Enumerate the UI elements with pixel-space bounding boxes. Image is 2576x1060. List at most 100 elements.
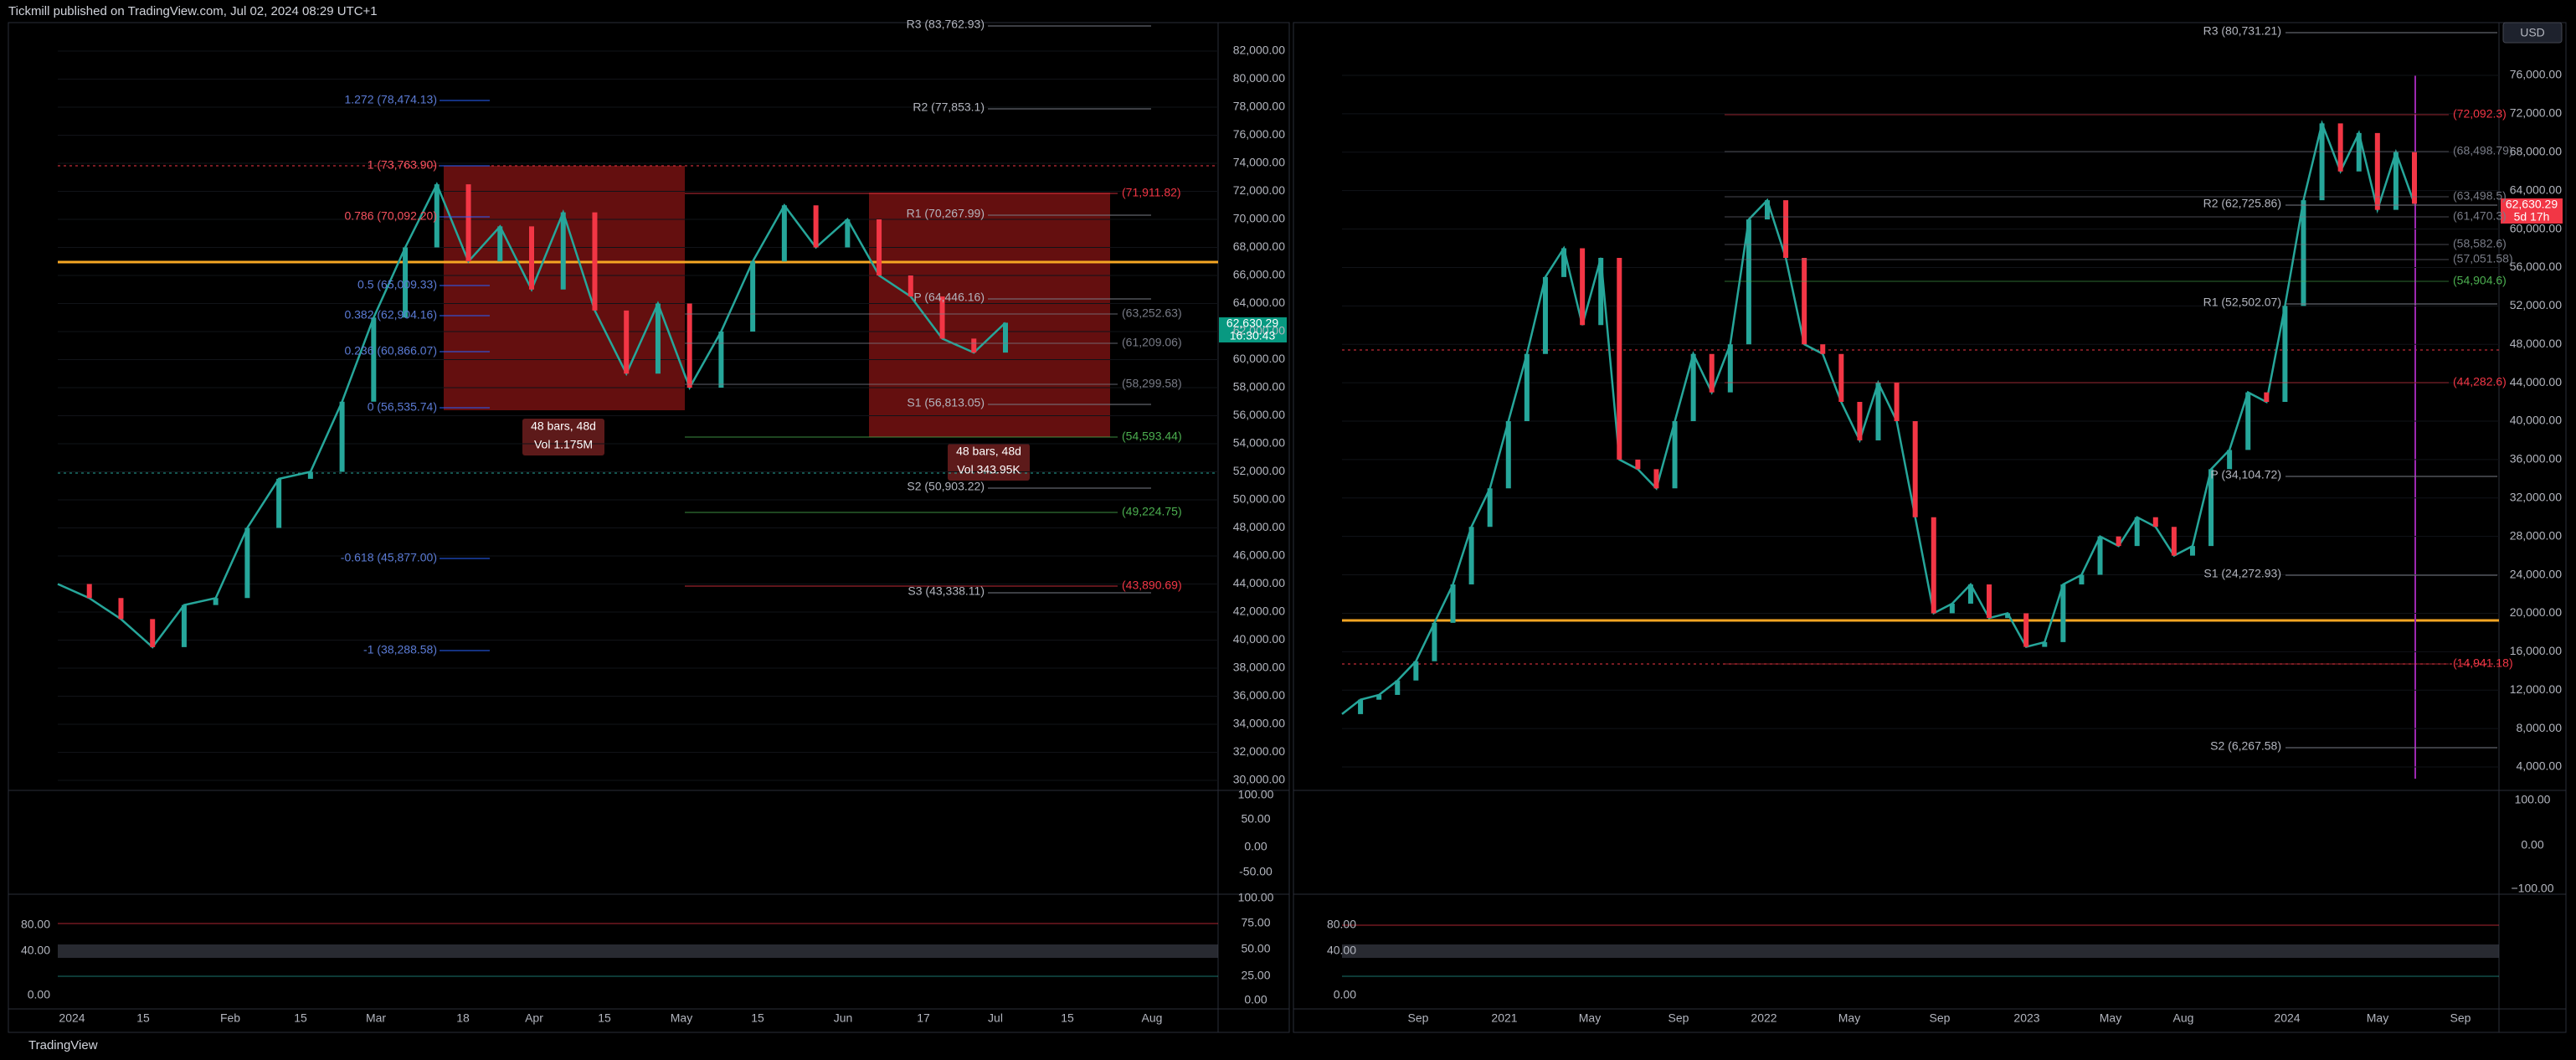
osc-axis-label: −100.00 — [2512, 882, 2554, 895]
price-tick-label: 68,000.00 — [1233, 239, 1285, 253]
time-label: May — [1579, 1011, 1601, 1025]
time-label: 15 — [598, 1011, 611, 1025]
osc-level-label: 80.00 — [1327, 918, 1356, 931]
pivot-label: R2 (77,853.1) — [913, 100, 985, 114]
price-tick-label: 48,000.00 — [2510, 337, 2562, 350]
time-label: Sep — [1408, 1011, 1429, 1025]
price-tick-label: 50,000.00 — [1233, 492, 1285, 506]
time-label: 18 — [456, 1011, 470, 1025]
pivot-label: R3 (83,762.93) — [907, 18, 985, 31]
osc-axis-label: 0.00 — [2521, 838, 2543, 852]
price-tick-label: 60,000.00 — [1233, 352, 1285, 365]
price-tag — [2501, 198, 2563, 224]
osc-axis-label: 75.00 — [1241, 916, 1270, 929]
fib-label: 1 (73,763.90) — [368, 158, 437, 172]
side-level-label: (63,252.63) — [1122, 306, 1182, 320]
side-level-label: (43,890.69) — [1122, 579, 1182, 592]
pivot-label: S3 (43,338.11) — [908, 584, 985, 598]
price-tick-label: 40,000.00 — [2510, 414, 2562, 427]
pivot-label: R1 (70,267.99) — [907, 207, 985, 220]
price-tick-label: 66,000.00 — [1233, 268, 1285, 281]
time-label: May — [671, 1011, 692, 1025]
osc-axis-label: 50.00 — [1241, 812, 1270, 826]
price-tick-label: 58,000.00 — [1233, 380, 1285, 394]
price-tick-label: 62,000.00 — [1233, 324, 1285, 337]
side-level-label: (68,498.79) — [2453, 144, 2513, 157]
side-level-label: (61,470.3) — [2453, 209, 2507, 223]
pivot-label: R3 (80,731.21) — [2203, 24, 2281, 38]
price-tag-countdown: 16:30:43 — [1230, 329, 1276, 342]
side-level-label: (54,593.44) — [1122, 430, 1182, 443]
time-label: Jun — [834, 1011, 853, 1025]
osc-axis-label: -50.00 — [1239, 865, 1273, 878]
price-tick-label: 80,000.00 — [1233, 71, 1285, 85]
currency[interactable]: USD — [2520, 26, 2545, 39]
fib-label: 0.236 (60,866.07) — [344, 344, 437, 358]
pivot-label: S2 (6,267.58) — [2210, 739, 2281, 753]
time-label: May — [2367, 1011, 2388, 1025]
pivot-label: S1 (56,813.05) — [907, 396, 985, 409]
price-tick-label: 30,000.00 — [1233, 773, 1285, 786]
side-level-label: (72,092.3) — [2453, 107, 2507, 121]
fib-label: 0.382 (62,904.16) — [344, 308, 437, 322]
price-tick-label: 72,000.00 — [1233, 183, 1285, 197]
fib-label: 0.5 (65,009.33) — [357, 278, 437, 291]
time-label: Sep — [2450, 1011, 2471, 1025]
side-level-label: (71,911.82) — [1122, 186, 1181, 199]
side-level-label: (57,051.58) — [2453, 252, 2513, 265]
measure-volume: Vol 343.95K — [957, 463, 1021, 476]
osc-axis-label: 0.00 — [1244, 993, 1267, 1006]
price-tick-label: 32,000.00 — [2510, 490, 2562, 503]
pivot-label: P (64,446.16) — [913, 291, 985, 304]
right-panel — [1293, 22, 2567, 1033]
side-level-label: (61,209.06) — [1122, 336, 1182, 349]
price-tick-label: 70,000.00 — [1233, 212, 1285, 225]
side-level-label: (49,224.75) — [1122, 505, 1182, 518]
header-title: Tickmill published on TradingView.com, J… — [8, 4, 378, 18]
price-tick-label: 54,000.00 — [1233, 436, 1285, 450]
fib-label: 0.786 (70,092.20) — [344, 209, 437, 223]
price-tick-label: 44,000.00 — [1233, 576, 1285, 589]
side-level-label: (54,904.6) — [2453, 274, 2507, 287]
osc-level-label: 40.00 — [21, 944, 50, 957]
time-label: Aug — [1142, 1011, 1163, 1025]
price-tag-value: 62,630.29 — [1226, 316, 1278, 330]
price-tick-label: 16,000.00 — [2510, 644, 2562, 657]
price-tick-label: 38,000.00 — [1233, 661, 1285, 674]
price-tick-label: 24,000.00 — [2510, 567, 2562, 580]
price-tick-label: 46,000.00 — [1233, 548, 1285, 562]
price-tick-label: 72,000.00 — [2510, 106, 2562, 120]
time-label: 17 — [917, 1011, 930, 1025]
price-tick-label: 8,000.00 — [2517, 721, 2563, 734]
fib-label: -1 (38,288.58) — [363, 643, 437, 656]
price-tick-label: 76,000.00 — [2510, 68, 2562, 81]
measure-bars: 48 bars, 48d — [956, 445, 1021, 458]
time-label: Jul — [988, 1011, 1003, 1025]
osc-axis-label: 100.00 — [2515, 793, 2551, 806]
currency-button[interactable] — [2502, 22, 2563, 44]
fib-label: 1.272 (78,474.13) — [344, 93, 437, 106]
osc-axis-label: 50.00 — [1241, 942, 1270, 955]
time-label: Mar — [366, 1011, 386, 1025]
time-label: 15 — [136, 1011, 150, 1025]
price-tag — [1219, 317, 1287, 342]
side-level-label: (58,582.6) — [2453, 237, 2507, 250]
price-tick-label: 40,000.00 — [1233, 632, 1285, 646]
price-tick-label: 20,000.00 — [2510, 605, 2562, 619]
pivot-label: P (34,104.72) — [2210, 468, 2281, 481]
osc-level-label: 0.00 — [28, 988, 50, 1001]
measure-volume: Vol 1.175M — [534, 438, 593, 451]
time-label: 15 — [1061, 1011, 1074, 1025]
price-tick-label: 56,000.00 — [2510, 260, 2562, 273]
price-tick-label: 64,000.00 — [1233, 296, 1285, 309]
osc-level-label: 40.00 — [1327, 944, 1356, 957]
price-tick-label: 52,000.00 — [1233, 464, 1285, 477]
price-tick-label: 52,000.00 — [2510, 298, 2562, 311]
time-label: 15 — [294, 1011, 307, 1025]
price-tag-countdown: 5d 17h — [2514, 210, 2550, 224]
price-tick-label: 4,000.00 — [2517, 759, 2563, 773]
pivot-label: S2 (50,903.22) — [907, 480, 985, 493]
